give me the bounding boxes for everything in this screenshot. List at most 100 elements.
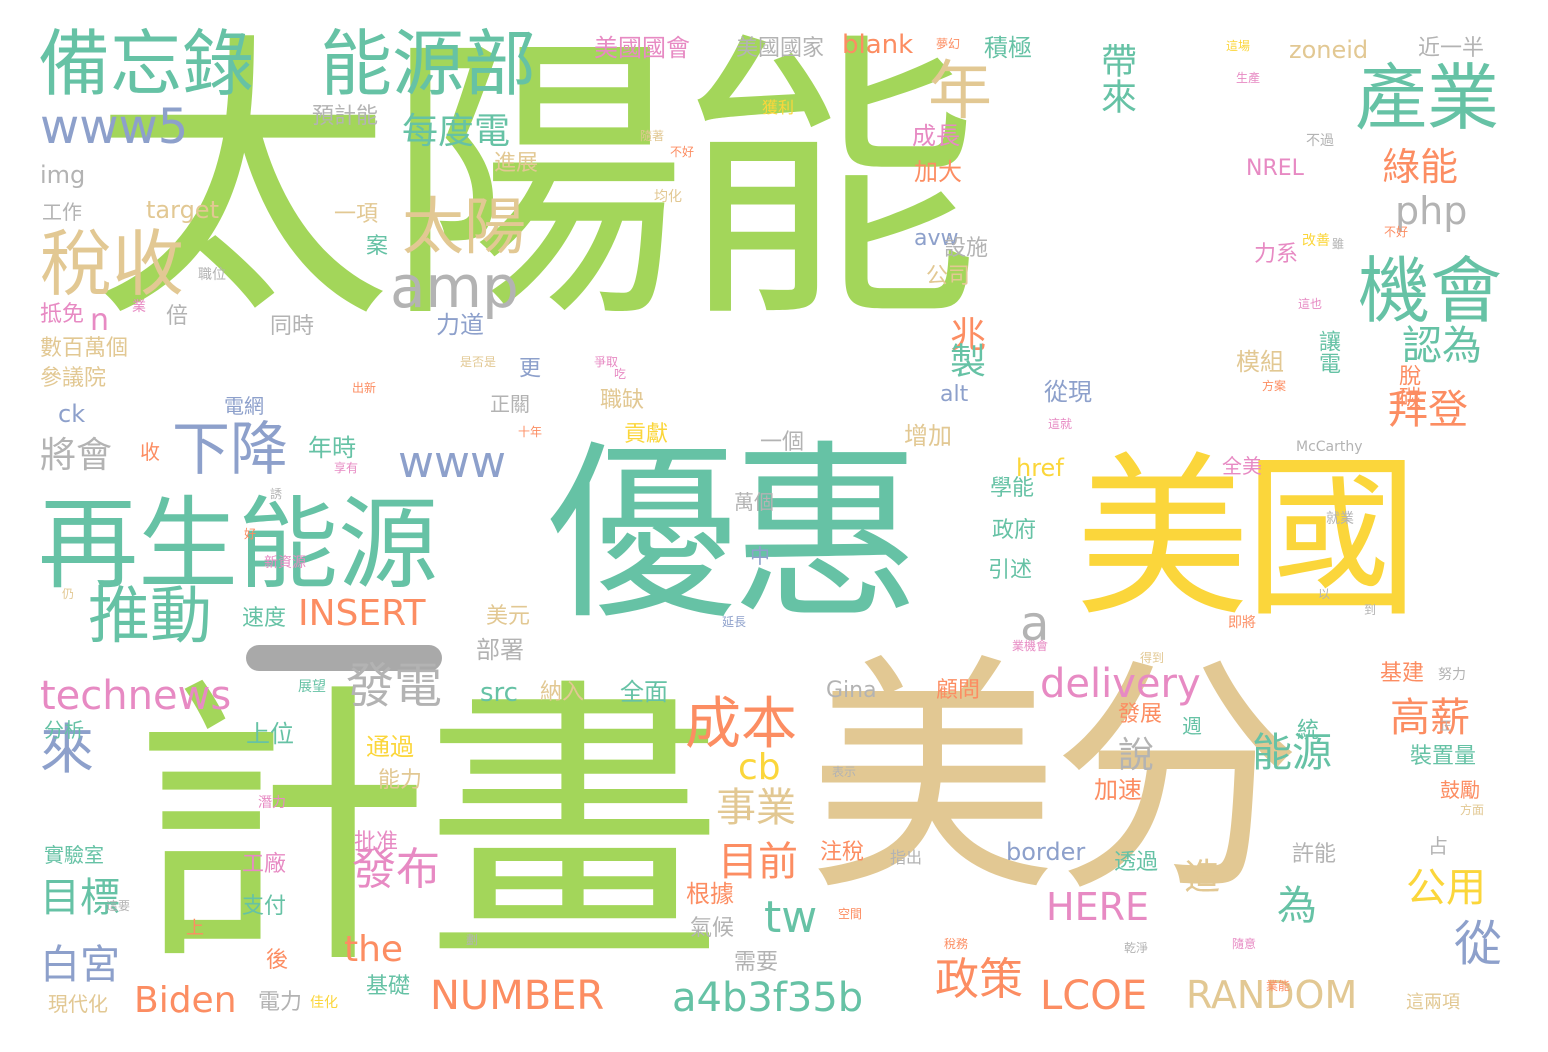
cloud-word-w158: 這就 — [1048, 417, 1073, 431]
cloud-word-w105: 就業 — [1326, 511, 1354, 527]
cloud-word-w140: 電力 — [258, 990, 303, 1015]
cloud-word-w57: 美國國會 — [594, 34, 690, 62]
cloud-word-w182: 誘 — [270, 487, 283, 501]
cloud-word-w129: 透過 — [1114, 850, 1159, 875]
cloud-word-w169: 正 — [1440, 719, 1453, 733]
cloud-word-w163: 吃 — [614, 367, 627, 381]
cloud-word-w100: 政府 — [992, 518, 1037, 543]
cloud-word-a4b3f35b: a4b3f35b — [672, 975, 864, 1021]
cloud-word-w91: 增加 — [904, 422, 952, 450]
cloud-word-insert: INSERT — [298, 593, 426, 634]
cloud-word-w81: 參議院 — [40, 366, 107, 391]
cloud-word-w39: 為 — [1277, 883, 1317, 929]
cloud-word-w125: 批准 — [354, 830, 399, 855]
cloud-word-w79: 力道 — [436, 311, 484, 339]
cloud-word-w155: 改善 — [1302, 233, 1330, 249]
cloud-word-w183: 佳化 — [310, 995, 338, 1011]
cloud-word-w63: 預計能 — [312, 104, 379, 129]
cloud-word-w173: 表示 — [832, 765, 857, 779]
cloud-word-w30: 認為 — [1402, 323, 1482, 369]
cloud-word-w1: 優惠 — [547, 424, 921, 645]
cloud-word-w26: 綠能 — [1382, 145, 1459, 189]
cloud-word-w106: 上位 — [246, 720, 294, 748]
cloud-word-target: target — [146, 196, 219, 224]
cloud-word-w33: 能源 — [1252, 730, 1332, 776]
cloud-word-w76: 抵免 — [40, 302, 85, 327]
cloud-word-w12: 機會 — [1358, 249, 1503, 333]
cloud-word-technews: technews — [40, 673, 232, 719]
cloud-word-w147: 業 — [132, 299, 146, 315]
cloud-word-w117: 美元 — [486, 604, 531, 629]
cloud-word-w35: 事業 — [716, 785, 796, 831]
cloud-word-w85: 年時 — [308, 434, 356, 462]
cloud-word-w115: 基建 — [1380, 661, 1425, 686]
cloud-word-w69: 案 — [366, 234, 389, 259]
cloud-word-w166: 得到 — [1140, 651, 1165, 665]
cloud-word-w159: 十年 — [518, 425, 543, 439]
cloud-word-w27: 帶來 — [1095, 42, 1136, 114]
cloud-word-w83: 電網 — [224, 394, 264, 418]
cloud-word-w94: 讓電 — [1315, 330, 1340, 374]
cloud-word-the: the — [344, 929, 404, 970]
cloud-word-w66: 工作 — [42, 200, 82, 224]
cloud-word-w150: 不好 — [670, 145, 695, 159]
cloud-word-w42: 說 — [1118, 735, 1155, 776]
cloud-word-w45: 目標 — [40, 875, 120, 921]
cloud-word-w152: 生產 — [1236, 71, 1261, 85]
cloud-word-w88: 職缺 — [600, 388, 645, 413]
cloud-word-w21: 成本 — [685, 692, 797, 757]
cloud-word-w114: 顧問 — [936, 678, 981, 703]
cloud-word-delivery: delivery — [1040, 661, 1201, 707]
cloud-word-w43: 發布 — [352, 844, 440, 895]
cloud-word-w75: 力系 — [1254, 242, 1299, 267]
cloud-word-w122: 加速 — [1094, 776, 1142, 804]
cloud-word-w145: 公司 — [926, 264, 971, 289]
cloud-word-w137: 氣候 — [690, 916, 735, 941]
cloud-word-w160: 享有 — [334, 461, 359, 475]
cloud-word-w172: 潛力 — [258, 795, 286, 811]
cloud-word-w47: 將會 — [40, 435, 113, 476]
cloud-word-w6: 備忘錄 — [38, 22, 255, 106]
cloud-word-w103: 全美 — [1222, 454, 1262, 478]
cloud-word-w11: 年 — [928, 55, 992, 129]
cloud-word-w28: 兆 — [950, 315, 987, 356]
cloud-word-www5: www5 — [40, 99, 189, 155]
cloud-word-w68: 一項 — [334, 202, 379, 227]
cloud-word-w189: 業能 — [1266, 979, 1291, 993]
cloud-word-w170: 即將 — [1228, 615, 1256, 631]
cloud-word-w127: 指出 — [890, 848, 923, 867]
cloud-word-w162: 是否是 — [460, 355, 497, 369]
cloud-word-w116: 部署 — [476, 636, 524, 664]
cloud-word-w7: 能源部 — [320, 22, 537, 106]
cloud-word-number: NUMBER — [430, 973, 605, 1019]
cloud-word-w87: 正關 — [490, 392, 530, 416]
cloud-word-w109: 能力 — [378, 768, 423, 793]
cloud-word-gina: Gina — [826, 678, 877, 703]
cloud-word-w121: 週 — [1182, 714, 1202, 738]
cloud-word-w139: 後 — [266, 948, 289, 973]
cloud-word-src: src — [480, 678, 518, 708]
cloud-word-w8: 產業 — [1355, 56, 1500, 140]
cloud-word-w144: 設施 — [944, 236, 989, 261]
cloud-word-ck: ck — [58, 400, 86, 428]
cloud-word-alt: alt — [940, 382, 969, 407]
cloud-word-tw: tw — [764, 892, 818, 943]
cloud-word-border: border — [1006, 838, 1086, 866]
cloud-word-w31: 拜登 — [1388, 387, 1468, 433]
gray-dash-mark — [246, 645, 442, 671]
cloud-word-w184: 劃 — [466, 933, 479, 947]
cloud-word-w15: 推動 — [88, 579, 213, 652]
cloud-word-w84: 收 — [140, 440, 160, 464]
cloud-word-w93: 模組 — [1236, 348, 1284, 376]
cloud-word-w101: 引述 — [988, 558, 1033, 583]
cloud-word-w175: 隨意 — [1232, 937, 1257, 951]
cloud-word-w154: 夢幻 — [936, 37, 961, 51]
cloud-word-w157: 方案 — [1262, 379, 1287, 393]
cloud-word-w78: 同時 — [270, 314, 315, 339]
cloud-word-w0: 太陽能 — [92, 9, 980, 358]
cloud-word-w148: 隨著 — [640, 129, 665, 143]
cloud-word-w186: 以 — [1318, 587, 1331, 601]
cloud-word-w97: 萬個 — [734, 490, 774, 514]
cloud-word-a: a — [1020, 596, 1050, 652]
